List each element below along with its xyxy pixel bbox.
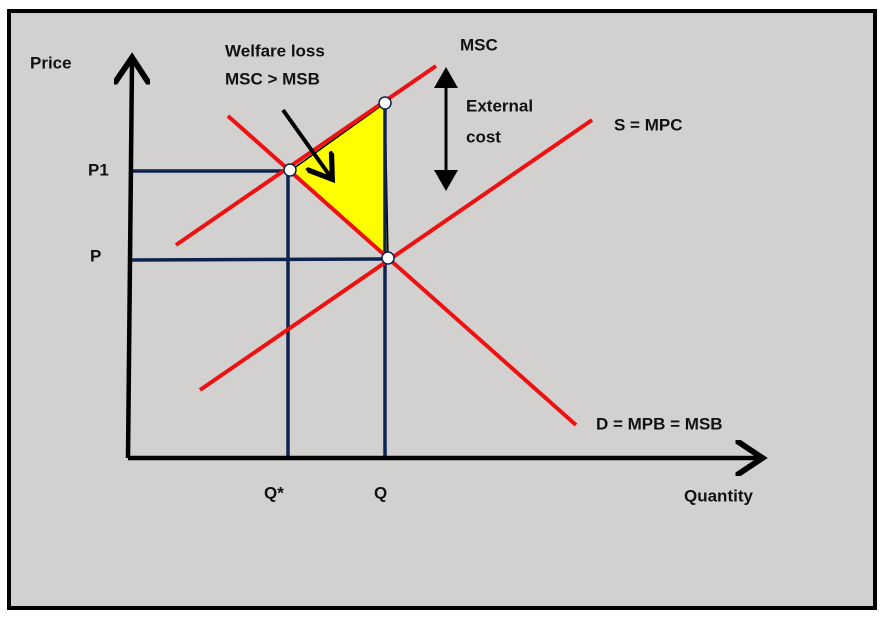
p-guide: [131, 257, 389, 262]
curve-label: D = MPB = MSB: [596, 414, 723, 433]
supply-curve: [198, 118, 594, 392]
point: [381, 251, 395, 265]
price-label: P: [90, 246, 101, 265]
x-axis-label: Quantity: [684, 486, 753, 505]
frame: [7, 9, 877, 610]
point: [283, 163, 297, 177]
annotation: MSC > MSB: [225, 69, 320, 88]
annotation: Welfare loss: [225, 41, 325, 60]
curve-label: MSC: [460, 35, 498, 54]
point: [378, 96, 392, 110]
quantity-label: Q*: [264, 483, 284, 502]
welfare-arrow: [281, 108, 330, 176]
quantity-label: Q: [374, 483, 387, 502]
y-axis: [128, 62, 132, 459]
annotation: cost: [466, 127, 501, 146]
price-label: P1: [88, 160, 109, 179]
curve-label: S = MPC: [614, 115, 683, 134]
y-axis-label: Price: [30, 53, 72, 72]
annotation: External: [466, 96, 533, 115]
